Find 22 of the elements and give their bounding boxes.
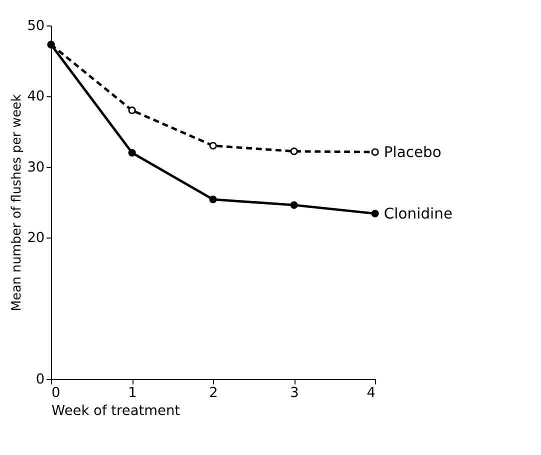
x-tick-label: 0 — [52, 385, 60, 402]
x-tick-label: 2 — [209, 385, 218, 402]
series-label: Clonidine — [384, 205, 453, 222]
point — [290, 201, 298, 209]
point — [209, 196, 217, 204]
y-tick-label: 0 — [36, 371, 45, 388]
point — [209, 142, 217, 150]
y-tick-label: 50 — [27, 18, 45, 34]
y-tick-label: 40 — [27, 88, 45, 105]
point — [128, 106, 136, 114]
x-tick-label: 1 — [128, 385, 137, 402]
y-tick-label: 30 — [27, 159, 45, 176]
y-axis-title: Mean number of flushes per week — [9, 94, 24, 312]
y-tick-label: 20 — [27, 230, 45, 246]
point — [371, 210, 379, 218]
x-tick-label: 4 — [366, 385, 376, 402]
point — [371, 148, 379, 156]
point — [290, 148, 298, 156]
series-label: Placebo — [384, 144, 442, 161]
x-tick-label: 3 — [290, 385, 299, 402]
x-axis-title: Week of treatment — [52, 402, 181, 419]
point — [128, 148, 136, 157]
